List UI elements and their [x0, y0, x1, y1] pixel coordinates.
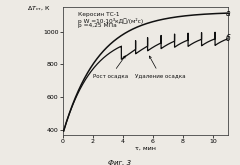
X-axis label: τ, мин: τ, мин	[135, 146, 156, 151]
Text: б: б	[226, 34, 230, 43]
Text: а: а	[226, 9, 230, 18]
Text: Фиг. 3: Фиг. 3	[108, 160, 132, 165]
Text: Рост осадка: Рост осадка	[93, 56, 128, 79]
Text: Керосин ТС-1: Керосин ТС-1	[78, 12, 119, 17]
Text: Удаление осадка: Удаление осадка	[135, 56, 186, 79]
Text: $\Delta T_{\rm \mathsf{ст}}$, К: $\Delta T_{\rm \mathsf{ст}}$, К	[27, 4, 50, 13]
Text: p =4,25 МПа: p =4,25 МПа	[78, 23, 117, 28]
Text: p W =10·10³кД䍪/(м²с): p W =10·10³кД䍪/(м²с)	[78, 18, 143, 24]
